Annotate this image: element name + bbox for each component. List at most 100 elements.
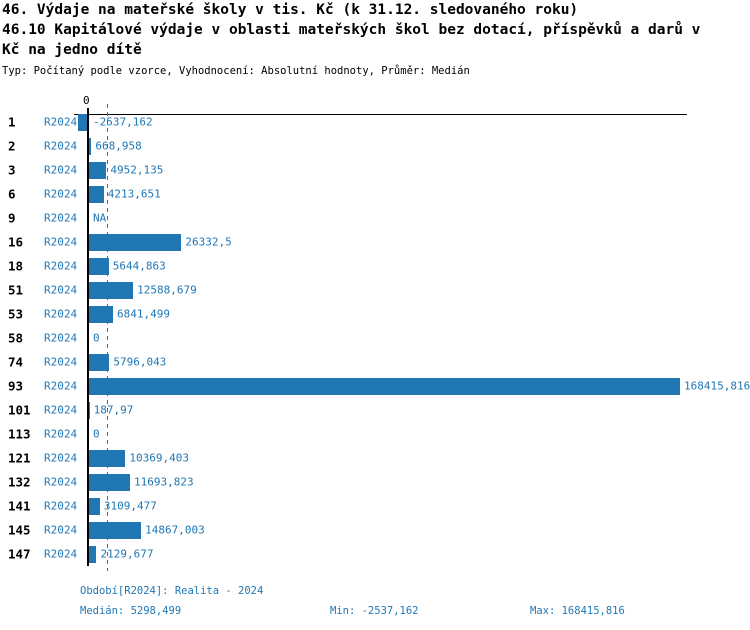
bar <box>89 497 100 515</box>
chart-row: 2 R2024 668,958 <box>0 134 750 158</box>
row-period-label: R2024 <box>44 259 78 273</box>
median-line <box>107 104 108 571</box>
chart-subtitle: Typ: Počítaný podle vzorce, Vyhodnocení:… <box>2 65 470 77</box>
chart-row: 1 R2024 -2537,162 <box>0 110 750 134</box>
row-category-label: 6 <box>8 186 16 202</box>
bar-value-label: 26332,5 <box>185 235 232 249</box>
chart-row: 121 R2024 10369,403 <box>0 446 750 470</box>
chart-row: 51 R2024 12588,679 <box>0 278 750 302</box>
row-category-label: 53 <box>8 306 24 322</box>
row-category-label: 101 <box>8 402 31 418</box>
bar <box>89 281 134 299</box>
bar <box>89 257 109 275</box>
row-category-label: 113 <box>8 426 31 442</box>
footer-max-label: Max: 168415,816 <box>530 605 625 617</box>
chart-row: 93 R2024 168415,816 <box>0 374 750 398</box>
bar <box>89 161 107 179</box>
chart-row: 58 R2024 0 <box>0 326 750 350</box>
bar <box>89 449 126 467</box>
row-period-label: R2024 <box>44 523 78 537</box>
bar <box>89 137 92 155</box>
chart-row: 3 R2024 4952,135 <box>0 158 750 182</box>
chart-row: 101 R2024 187,97 <box>0 398 750 422</box>
bar-value-label: NA <box>93 211 107 225</box>
row-period-label: R2024 <box>44 355 78 369</box>
chart-row: 6 R2024 4213,651 <box>0 182 750 206</box>
bar-value-label: 3109,477 <box>103 499 157 513</box>
chart-row: 141 R2024 3109,477 <box>0 494 750 518</box>
bar <box>89 473 131 491</box>
row-period-label: R2024 <box>44 451 78 465</box>
row-period-label: R2024 <box>44 499 78 513</box>
row-period-label: R2024 <box>44 475 78 489</box>
bar-value-label: 5644,863 <box>112 259 166 273</box>
bar-value-label: 187,97 <box>93 403 134 417</box>
bar-value-label: 4952,135 <box>110 163 164 177</box>
footer-min-label: Min: -2537,162 <box>330 605 419 617</box>
bar-value-label: -2537,162 <box>93 115 153 129</box>
bar-value-label: 6841,499 <box>117 307 170 321</box>
row-category-label: 58 <box>8 330 24 346</box>
bar <box>89 185 104 203</box>
chart-row: 113 R2024 0 <box>0 422 750 446</box>
row-period-label: R2024 <box>44 403 78 417</box>
bar <box>89 545 97 563</box>
row-category-label: 18 <box>8 258 24 274</box>
row-period-label: R2024 <box>44 187 78 201</box>
bar <box>78 113 87 131</box>
bar-value-label: 10369,403 <box>129 451 189 465</box>
row-category-label: 74 <box>8 354 24 370</box>
row-period-label: R2024 <box>44 307 78 321</box>
bar <box>89 377 680 395</box>
footer-period-label: Období[R2024]: Realita - 2024 <box>80 585 264 597</box>
row-period-label: R2024 <box>44 283 78 297</box>
chart-row: 16 R2024 26332,5 <box>0 230 750 254</box>
bar <box>89 401 90 419</box>
row-category-label: 147 <box>8 546 31 562</box>
row-category-label: 51 <box>8 282 24 298</box>
chart-row: 132 R2024 11693,823 <box>0 470 750 494</box>
chart-row: 145 R2024 14867,003 <box>0 518 750 542</box>
footer-median-label: Medián: 5298,499 <box>80 605 182 617</box>
row-period-label: R2024 <box>44 115 78 129</box>
row-category-label: 2 <box>8 138 16 154</box>
row-period-label: R2024 <box>44 427 78 441</box>
bar-value-label: 11693,823 <box>134 475 194 489</box>
bar <box>89 353 110 371</box>
x-axis-zero-tick-label: 0 <box>83 94 90 107</box>
chart-row: 53 R2024 6841,499 <box>0 302 750 326</box>
bar-value-label: 168415,816 <box>684 379 750 393</box>
chart-title-line3: Kč na jedno dítě <box>2 42 142 58</box>
bar <box>89 521 142 539</box>
row-category-label: 93 <box>8 378 24 394</box>
row-category-label: 16 <box>8 234 24 250</box>
row-category-label: 121 <box>8 450 31 466</box>
bar-value-label: 2129,677 <box>100 547 154 561</box>
row-category-label: 145 <box>8 522 31 538</box>
row-period-label: R2024 <box>44 235 78 249</box>
bar-value-label: 12588,679 <box>137 283 197 297</box>
row-category-label: 132 <box>8 474 31 490</box>
row-period-label: R2024 <box>44 331 78 345</box>
bar-value-label: 668,958 <box>95 139 142 153</box>
chart-row: 74 R2024 5796,043 <box>0 350 750 374</box>
row-period-label: R2024 <box>44 547 78 561</box>
bar-value-label: 14867,003 <box>145 523 205 537</box>
x-axis-line <box>74 114 687 115</box>
chart-row: 147 R2024 2129,677 <box>0 542 750 566</box>
row-period-label: R2024 <box>44 139 78 153</box>
chart-title-line2: 46.10 Kapitálové výdaje v oblasti mateřs… <box>2 22 701 38</box>
bar <box>89 305 113 323</box>
row-period-label: R2024 <box>44 379 78 393</box>
row-category-label: 3 <box>8 162 16 178</box>
row-period-label: R2024 <box>44 211 78 225</box>
bar <box>89 233 182 251</box>
row-period-label: R2024 <box>44 163 78 177</box>
bar-value-label: 5796,043 <box>113 355 167 369</box>
row-category-label: 1 <box>8 114 16 130</box>
zero-axis-line <box>87 108 89 566</box>
chart-title-line1: 46. Výdaje na mateřské školy v tis. Kč (… <box>2 2 579 18</box>
row-category-label: 9 <box>8 210 16 226</box>
chart-row: 9 R2024 NA <box>0 206 750 230</box>
